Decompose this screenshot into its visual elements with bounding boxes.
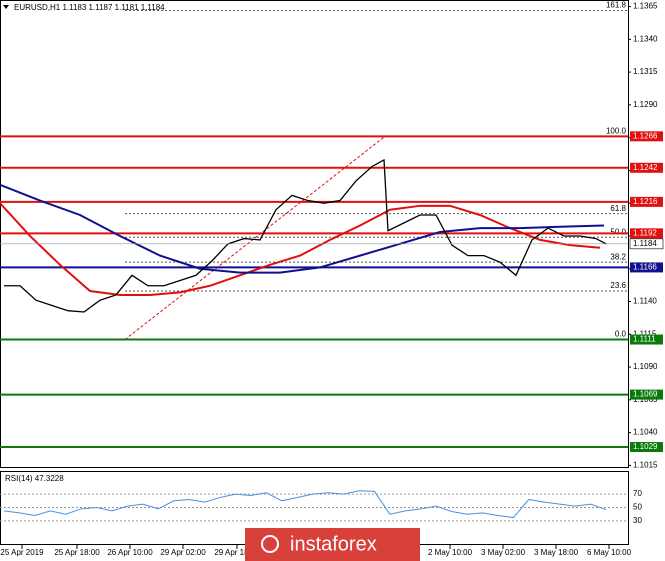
level-label-box [630, 442, 663, 453]
level-label: 1.1266 [633, 131, 658, 140]
y-tick-label: 1.1040 [633, 428, 658, 437]
rsi-tick-label: 70 [633, 489, 642, 498]
level-label: 1.1029 [633, 442, 658, 451]
price-line [4, 158, 607, 313]
level-label-box [630, 162, 663, 173]
x-tick-label: 26 Apr 10:00 [107, 548, 153, 557]
level-label: 1.1069 [633, 390, 658, 399]
x-tick-label: 3 May 02:00 [481, 548, 526, 557]
level-label: 1.1192 [633, 228, 657, 237]
level-label-box [630, 131, 663, 142]
rsi-tick-label: 30 [633, 516, 642, 525]
y-tick-label: 1.1140 [633, 297, 657, 306]
y-tick-label: 1.1015 [633, 460, 658, 469]
fib-label: 23.6 [610, 281, 626, 290]
y-tick-label: 1.1290 [633, 100, 658, 109]
current-price-box [629, 238, 664, 250]
y-tick-label: 1.1315 [633, 67, 658, 76]
fib-label: 50.0 [610, 227, 626, 236]
y-tick-label: 1.1365 [633, 2, 658, 11]
fib-label: 100.0 [606, 126, 627, 135]
x-tick-label: 29 Apr 18:00 [214, 548, 260, 557]
level-label-box [630, 334, 663, 345]
x-tick-label: 2 May 10:00 [428, 548, 473, 557]
y-tick-label: 1.1090 [633, 362, 658, 371]
level-label: 1.1166 [633, 263, 657, 272]
watermark-box [245, 528, 420, 561]
level-label: 1.1111 [633, 335, 656, 344]
x-tick-label: 29 Apr 02:00 [160, 548, 206, 557]
level-label: 1.1242 [633, 163, 658, 172]
rsi-title: RSI(14) 47.3228 [5, 474, 64, 483]
level-label-box [630, 196, 663, 207]
level-label-box [630, 389, 663, 400]
watermark-logo [261, 535, 279, 553]
level-label-box [630, 262, 663, 273]
rsi-tick-label: 50 [633, 503, 642, 512]
watermark: instaforex [290, 533, 377, 555]
rsi-line [3, 490, 607, 519]
menu-arrow [3, 5, 9, 9]
fib-label: 61.8 [610, 204, 626, 213]
current-price-label: 1.1184 [633, 239, 657, 248]
x-tick-label: 25 Apr 2019 [0, 548, 44, 557]
x-tick-label: 25 Apr 18:00 [54, 548, 100, 557]
level-label: 1.1216 [633, 197, 658, 206]
level-label-box [630, 228, 663, 239]
y-tick-label: 1.1340 [633, 34, 658, 43]
fib-label: 38.2 [610, 252, 626, 261]
y-tick-label: 1.1115 [633, 329, 657, 338]
moving-average [0, 202, 601, 296]
chart-title: EURUSD,H1 1.1183 1.1187 1.1181 1.1184 [14, 3, 165, 12]
x-tick-label: 6 May 10:00 [587, 548, 632, 557]
x-tick-label: 3 May 18:00 [534, 548, 579, 557]
fib-label: 0.0 [615, 330, 627, 339]
fib-label: 161.8 [606, 1, 627, 10]
moving-average [0, 183, 605, 274]
